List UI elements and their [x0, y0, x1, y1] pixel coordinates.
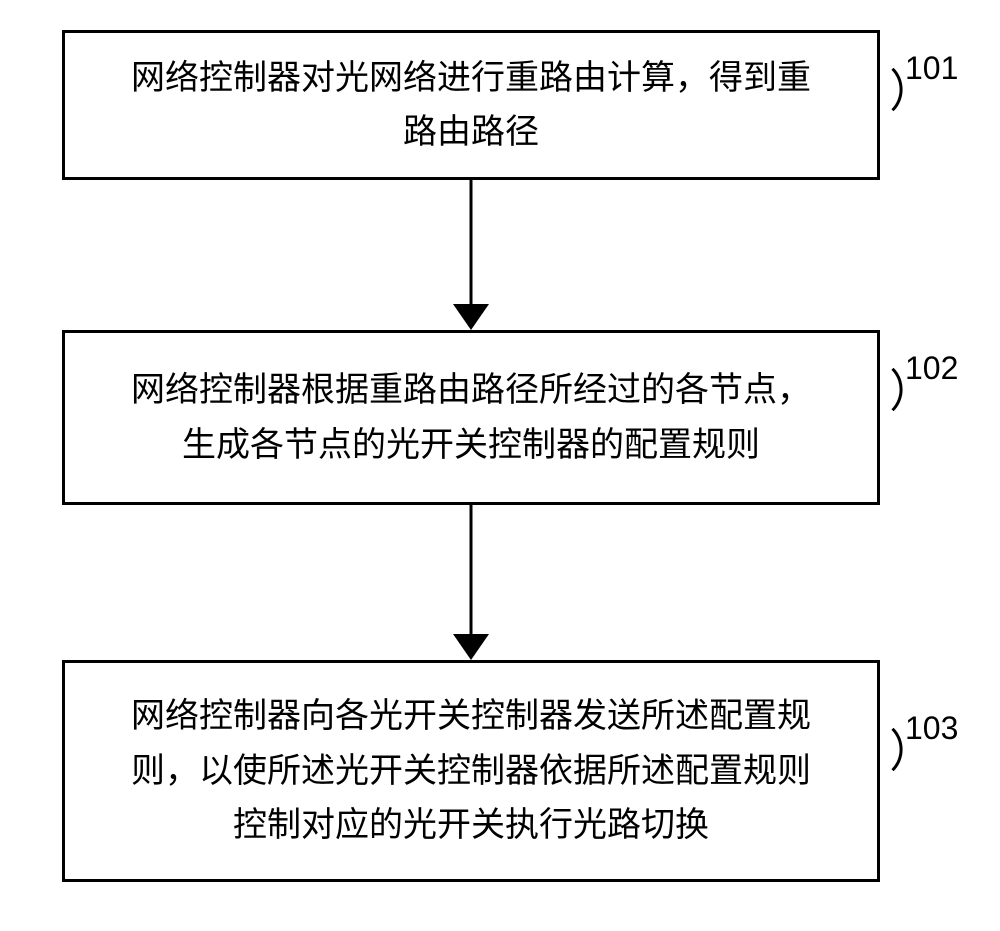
- flow-node-n103: 网络控制器向各光开关控制器发送所述配置规则，以使所述光开关控制器依据所述配置规则…: [62, 660, 880, 882]
- flow-arrow: [451, 505, 491, 660]
- flow-node-text-line: 网络控制器向各光开关控制器发送所述配置规: [131, 689, 811, 743]
- flow-node-text-line: 生成各节点的光开关控制器的配置规则: [131, 418, 811, 472]
- flow-node-text: 网络控制器对光网络进行重路由计算，得到重路由路径: [131, 51, 811, 160]
- flow-node-text-line: 控制对应的光开关执行光路切换: [131, 798, 811, 852]
- flow-node-text-line: 路由路径: [131, 105, 811, 159]
- flow-arrow: [451, 180, 491, 330]
- flow-node-text: 网络控制器向各光开关控制器发送所述配置规则，以使所述光开关控制器依据所述配置规则…: [131, 689, 811, 852]
- step-label-102: 102: [905, 350, 958, 387]
- flow-node-text-line: 网络控制器根据重路由路径所经过的各节点，: [131, 363, 811, 417]
- step-label-103: 103: [905, 710, 958, 747]
- flowchart-canvas: 网络控制器对光网络进行重路由计算，得到重路由路径 101 网络控制器根据重路由路径所…: [0, 0, 1000, 931]
- step-label-101: 101: [905, 50, 958, 87]
- flow-node-n101: 网络控制器对光网络进行重路由计算，得到重路由路径: [62, 30, 880, 180]
- flow-node-text-line: 网络控制器对光网络进行重路由计算，得到重: [131, 51, 811, 105]
- flow-node-text: 网络控制器根据重路由路径所经过的各节点，生成各节点的光开关控制器的配置规则: [131, 363, 811, 472]
- flow-node-text-line: 则，以使所述光开关控制器依据所述配置规则: [131, 744, 811, 798]
- flow-node-n102: 网络控制器根据重路由路径所经过的各节点，生成各节点的光开关控制器的配置规则: [62, 330, 880, 505]
